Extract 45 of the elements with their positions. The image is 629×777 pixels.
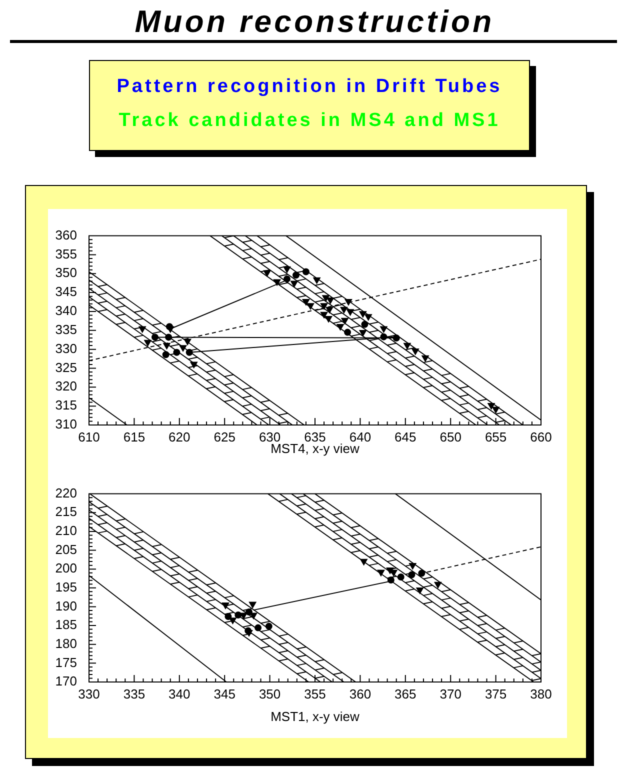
- y-tick-label: 325: [55, 360, 77, 375]
- y-tick-label: 355: [55, 246, 77, 262]
- y-tick-label: 350: [55, 265, 77, 280]
- x-tick-label: 655: [484, 429, 507, 444]
- x-tick-label: 335: [123, 686, 146, 702]
- x-tick-label: 360: [349, 686, 372, 702]
- y-tick-label: 180: [55, 636, 77, 651]
- x-tick-label: 620: [168, 429, 190, 444]
- y-tick-label: 215: [55, 504, 77, 520]
- text: Pattern recognition in Drift Tubes: [116, 76, 502, 97]
- x-tick-label: 350: [258, 686, 281, 702]
- x-tick-label: 370: [440, 686, 462, 702]
- y-tick-label: 185: [55, 617, 77, 632]
- x-tick-label: 340: [168, 686, 190, 702]
- x-tick-label: 610: [78, 429, 100, 444]
- y-tick-label: 195: [55, 579, 77, 594]
- y-tick-label: 210: [55, 523, 77, 538]
- y-tick-label: 220: [55, 485, 77, 500]
- y-tick-label: 200: [55, 560, 77, 576]
- y-tick-label: 315: [55, 398, 77, 413]
- x-tick-label: 660: [530, 429, 552, 444]
- x-tick-label: 380: [530, 686, 552, 702]
- text: Track candidates in MS4 and MS1: [118, 110, 500, 131]
- y-tick-label: 340: [55, 303, 77, 318]
- text: Muon reconstruction: [134, 4, 494, 39]
- x-tick-label: 345: [214, 686, 236, 702]
- y-tick-label: 360: [55, 227, 77, 242]
- x-axis-title: MST1, x-y view: [270, 708, 360, 724]
- x-tick-label: 365: [394, 686, 416, 702]
- y-tick-label: 310: [55, 416, 77, 432]
- y-tick-label: 170: [55, 674, 77, 689]
- x-tick-label: 355: [304, 686, 326, 702]
- x-tick-label: 615: [123, 429, 146, 444]
- y-tick-label: 190: [55, 598, 77, 614]
- x-tick-label: 650: [440, 429, 462, 444]
- y-tick-label: 205: [55, 542, 77, 557]
- x-tick-label: 330: [78, 686, 100, 702]
- y-tick-label: 320: [55, 378, 77, 394]
- y-tick-label: 345: [55, 284, 77, 300]
- y-tick-label: 335: [55, 322, 77, 337]
- y-tick-label: 175: [55, 654, 77, 670]
- y-tick-label: 330: [55, 340, 77, 356]
- x-tick-label: 375: [484, 686, 507, 702]
- x-tick-label: 625: [214, 429, 236, 444]
- x-tick-label: 645: [394, 429, 416, 444]
